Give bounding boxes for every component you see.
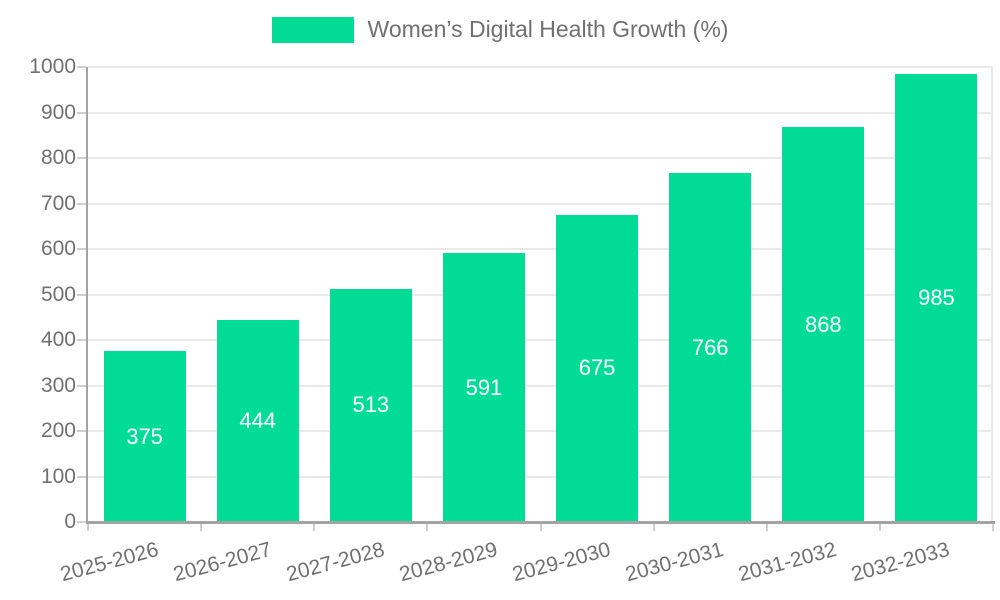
x-axis-tick [878,524,881,531]
gridline [88,248,993,250]
bar-value-label: 444 [239,407,277,433]
bar-value-label: 513 [352,392,390,418]
x-axis-tick [87,524,89,531]
gridline [88,66,993,68]
y-axis-tick-label: 300 [40,373,76,397]
bar [103,351,186,522]
y-axis-tick [77,293,86,296]
x-axis-line [86,521,995,524]
bar-value-label: 985 [918,284,955,310]
y-axis-tick [77,339,86,341]
bar-value-label: 375 [126,423,163,449]
x-axis-tick [765,524,768,531]
bar-value-label: 868 [804,311,842,337]
y-axis-tick-label: 200 [40,419,76,442]
y-axis-tick-label: 400 [40,328,76,351]
gridline [88,384,993,387]
y-axis-tick-label: 0 [64,510,76,533]
x-axis-tick [313,524,316,531]
y-axis-tick [77,111,86,114]
gridline [88,430,993,432]
x-axis-tick [426,524,429,531]
x-axis-tick [652,524,655,531]
y-axis-tick [77,248,86,250]
gridline [88,293,993,296]
y-axis-tick [77,521,86,523]
y-axis-tick [77,66,86,68]
bar [895,73,978,522]
y-axis-line [86,67,88,524]
bar [669,173,752,522]
bar-value-label: 766 [691,334,729,360]
x-axis-tick [992,524,994,531]
y-axis-tick [77,202,86,205]
bar [216,319,299,522]
bar-value-label: 675 [578,355,616,381]
bar [442,253,525,522]
x-axis-tick [200,524,203,531]
y-axis-tick [77,157,86,159]
bar [329,288,412,522]
y-axis-tick [77,430,86,432]
y-axis-tick-label: 600 [40,237,76,260]
plot-area: 375 444 513 591 675 766 868 985 [88,66,993,522]
y-axis-tick-label: 1000 [29,55,76,78]
y-axis-tick-label: 800 [40,146,76,169]
plot-right-border [991,67,993,522]
gridline [88,339,993,341]
gridline [88,475,993,478]
gridline [88,157,993,159]
y-axis-tick [77,475,86,478]
gridline [88,202,993,205]
y-axis-tick-label: 500 [40,282,76,306]
y-axis-tick-label: 700 [40,191,76,215]
bar-value-label: 591 [465,374,503,400]
gridline [88,111,993,114]
legend-label: Women’s Digital Health Growth (%) [367,16,729,42]
bar [782,127,865,522]
y-axis-tick-label: 900 [40,100,76,124]
legend: Women’s Digital Health Growth (%) [0,16,1000,43]
y-axis-tick-label: 100 [40,464,76,488]
legend-swatch [271,16,354,43]
x-axis-tick [539,524,542,531]
y-axis-tick [77,384,86,387]
bar [556,214,639,522]
